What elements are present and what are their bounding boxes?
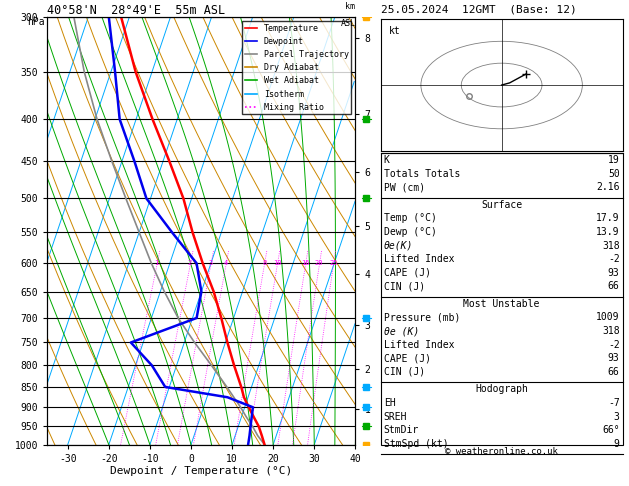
Text: EH: EH: [384, 398, 396, 408]
Text: StmSpd (kt): StmSpd (kt): [384, 439, 448, 449]
Text: 3: 3: [208, 260, 213, 266]
Text: Lifted Index: Lifted Index: [384, 254, 454, 264]
X-axis label: Dewpoint / Temperature (°C): Dewpoint / Temperature (°C): [110, 467, 292, 476]
Text: 4: 4: [224, 260, 228, 266]
Text: 2.16: 2.16: [596, 182, 620, 192]
Text: 10: 10: [273, 260, 281, 266]
Text: 318: 318: [602, 326, 620, 336]
Text: K: K: [384, 155, 389, 165]
Text: 8: 8: [262, 260, 266, 266]
Text: ASL: ASL: [340, 19, 355, 28]
Text: 25.05.2024  12GMT  (Base: 12): 25.05.2024 12GMT (Base: 12): [381, 4, 576, 15]
Text: 3: 3: [614, 412, 620, 422]
Text: CAPE (J): CAPE (J): [384, 353, 431, 364]
Text: CIN (J): CIN (J): [384, 281, 425, 292]
Text: -2: -2: [608, 254, 620, 264]
Text: Lifted Index: Lifted Index: [384, 340, 454, 350]
Text: Dewp (°C): Dewp (°C): [384, 227, 437, 237]
Text: LCL: LCL: [380, 427, 395, 436]
Text: 13.9: 13.9: [596, 227, 620, 237]
Text: © weatheronline.co.uk: © weatheronline.co.uk: [445, 447, 558, 456]
Text: CAPE (J): CAPE (J): [384, 268, 431, 278]
Text: Totals Totals: Totals Totals: [384, 169, 460, 179]
Text: 19: 19: [608, 155, 620, 165]
Text: 66°: 66°: [602, 425, 620, 435]
Text: Temp (°C): Temp (°C): [384, 213, 437, 224]
Text: 50: 50: [608, 169, 620, 179]
Text: hPa: hPa: [27, 17, 45, 27]
Text: 17.9: 17.9: [596, 213, 620, 224]
Text: 93: 93: [608, 353, 620, 364]
Text: 2: 2: [188, 260, 192, 266]
Text: kt: kt: [389, 26, 401, 36]
Text: Hodograph: Hodograph: [475, 384, 528, 395]
Text: 20: 20: [315, 260, 323, 266]
Text: 16: 16: [301, 260, 309, 266]
Text: SREH: SREH: [384, 412, 407, 422]
Text: Surface: Surface: [481, 200, 522, 210]
Legend: Temperature, Dewpoint, Parcel Trajectory, Dry Adiabat, Wet Adiabat, Isotherm, Mi: Temperature, Dewpoint, Parcel Trajectory…: [242, 21, 351, 114]
Text: km: km: [345, 1, 355, 11]
Text: 1009: 1009: [596, 312, 620, 323]
Text: 25: 25: [329, 260, 338, 266]
Text: -2: -2: [608, 340, 620, 350]
Text: -7: -7: [608, 398, 620, 408]
Text: 40°58'N  28°49'E  55m ASL: 40°58'N 28°49'E 55m ASL: [47, 4, 225, 17]
Text: Most Unstable: Most Unstable: [464, 299, 540, 309]
Text: PW (cm): PW (cm): [384, 182, 425, 192]
Text: θe (K): θe (K): [384, 326, 419, 336]
Text: CIN (J): CIN (J): [384, 367, 425, 377]
Text: 9: 9: [614, 439, 620, 449]
Text: Pressure (mb): Pressure (mb): [384, 312, 460, 323]
Text: 318: 318: [602, 241, 620, 251]
Text: 66: 66: [608, 281, 620, 292]
Text: θe(K): θe(K): [384, 241, 413, 251]
Text: 1: 1: [155, 260, 159, 266]
Text: 93: 93: [608, 268, 620, 278]
Text: StmDir: StmDir: [384, 425, 419, 435]
Text: 66: 66: [608, 367, 620, 377]
